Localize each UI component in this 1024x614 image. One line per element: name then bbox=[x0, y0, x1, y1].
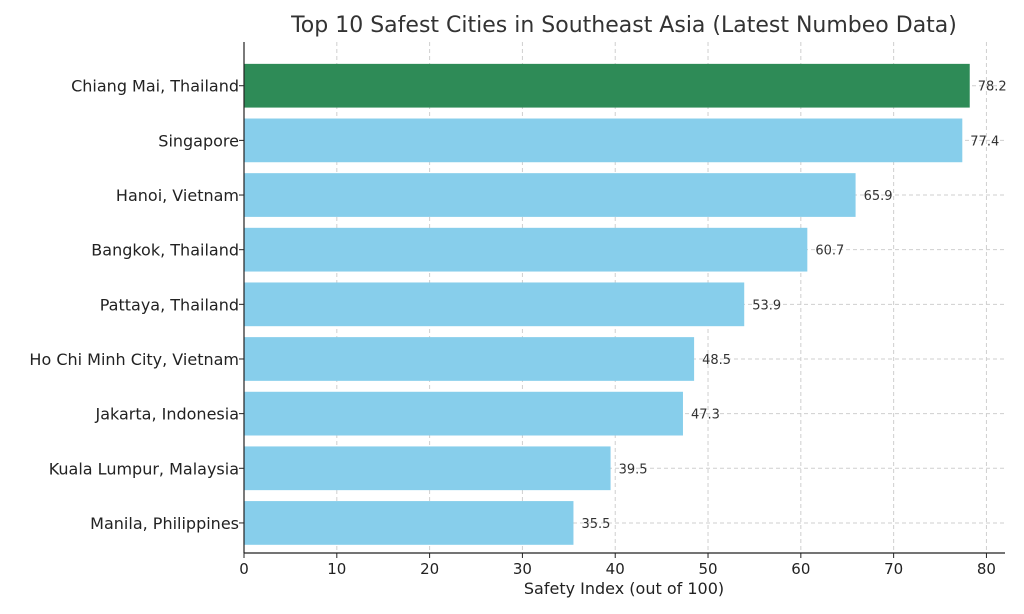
category-label: Kuala Lumpur, Malaysia bbox=[49, 459, 239, 478]
x-tick-label: 80 bbox=[977, 560, 996, 578]
category-label: Manila, Philippines bbox=[90, 514, 239, 533]
category-label: Pattaya, Thailand bbox=[100, 295, 239, 314]
chart-title: Top 10 Safest Cities in Southeast Asia (… bbox=[290, 13, 957, 38]
x-tick-label: 30 bbox=[513, 560, 532, 578]
bar-value-label: 60.7 bbox=[815, 244, 844, 259]
category-label: Ho Chi Minh City, Vietnam bbox=[29, 350, 239, 369]
bar bbox=[244, 501, 574, 545]
x-tick-label: 50 bbox=[698, 560, 717, 578]
bar-value-label: 53.9 bbox=[752, 298, 781, 313]
x-tick-label: 60 bbox=[791, 560, 810, 578]
bar-highlighted bbox=[244, 63, 970, 108]
bar-value-label: 78.2 bbox=[978, 80, 1007, 95]
bar-value-label: 65.9 bbox=[864, 189, 893, 204]
bar-value-label: 35.5 bbox=[581, 517, 610, 532]
bar bbox=[244, 446, 611, 491]
bar-value-label: 47.3 bbox=[691, 408, 720, 423]
x-tick-label: 40 bbox=[606, 560, 625, 578]
bar-value-label: 77.4 bbox=[970, 134, 999, 149]
category-label: Singapore bbox=[158, 131, 239, 150]
x-axis-label: Safety Index (out of 100) bbox=[524, 579, 724, 598]
x-tick-label: 10 bbox=[327, 560, 346, 578]
bar bbox=[244, 391, 683, 436]
category-label: Jakarta, Indonesia bbox=[94, 405, 239, 424]
bars: 78.2 77.4 65.9 60.7 53.9 48.5 47.3 39.5 35.5 bbox=[244, 63, 1007, 545]
category-label: Hanoi, Vietnam bbox=[116, 186, 239, 205]
category-label: Bangkok, Thailand bbox=[91, 241, 239, 260]
category-labels: Chiang Mai, Thailand Singapore Hanoi, Viet… bbox=[29, 77, 244, 533]
x-tick-label: 20 bbox=[420, 560, 439, 578]
x-tick-label: 0 bbox=[239, 560, 249, 578]
x-tick-label: 70 bbox=[884, 560, 903, 578]
bar-value-label: 39.5 bbox=[619, 462, 648, 477]
bar bbox=[244, 337, 695, 381]
category-label: Chiang Mai, Thailand bbox=[71, 77, 239, 96]
bar bbox=[244, 173, 856, 217]
bar bbox=[244, 118, 963, 163]
bar bbox=[244, 227, 808, 272]
bar bbox=[244, 282, 745, 327]
bar-value-label: 48.5 bbox=[702, 353, 731, 368]
x-axis-ticks: 0 10 20 30 40 50 60 70 80 bbox=[239, 553, 996, 578]
